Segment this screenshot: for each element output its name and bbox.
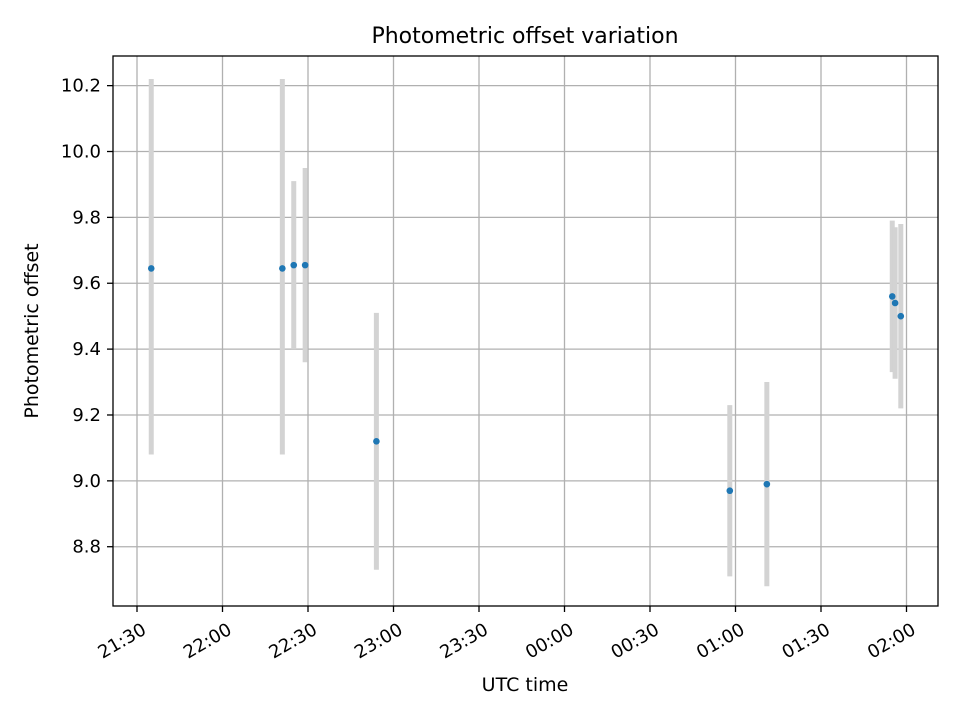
data-point	[373, 438, 380, 445]
data-point	[726, 487, 734, 495]
y-axis: 8.8 9.0 9.2 9.4 9.6 9.8 10.0 10.2	[61, 76, 113, 558]
x-axis-label: UTC time	[482, 674, 569, 696]
y-tick-label: 8.8	[72, 537, 101, 558]
y-tick-label: 10.0	[61, 142, 101, 163]
data-point	[763, 480, 771, 488]
data-point	[891, 299, 899, 307]
y-tick-label: 9.2	[72, 405, 101, 426]
y-tick-label: 10.2	[61, 76, 101, 97]
data-point	[888, 293, 896, 300]
data-point	[279, 265, 286, 272]
y-tick-label: 9.0	[72, 471, 101, 492]
data-point	[147, 265, 155, 272]
y-tick-label: 9.8	[72, 207, 101, 228]
data-points	[147, 261, 905, 495]
grid	[113, 56, 938, 606]
y-axis-label: Photometric offset	[21, 243, 43, 418]
data-point	[897, 312, 905, 320]
data-point	[290, 261, 298, 269]
plot-area-frame	[112, 55, 939, 607]
chart-title: Photometric offset variation	[371, 24, 678, 49]
y-tick-label: 9.4	[72, 339, 101, 360]
data-point	[301, 261, 309, 269]
y-tick-label: 9.6	[72, 273, 101, 294]
